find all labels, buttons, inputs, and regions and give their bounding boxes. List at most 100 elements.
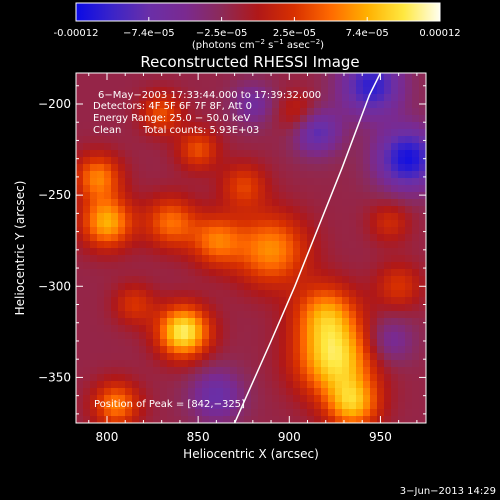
heatmap-cell [104,353,112,361]
heatmap-cell [223,339,231,347]
heatmap-cell [230,269,238,277]
heatmap-cell [377,276,385,284]
heatmap-cell [300,276,308,284]
heatmap-cell [146,311,154,319]
heatmap-cell [307,87,315,95]
heatmap-cell [216,87,224,95]
heatmap-cell [272,136,280,144]
heatmap-cell [139,143,147,151]
heatmap-cell [195,381,203,389]
heatmap-cell [293,402,301,410]
heatmap-cell [363,101,371,109]
heatmap-cell [363,332,371,340]
heatmap-cell [328,262,336,270]
heatmap-cell [272,115,280,123]
heatmap-cell [300,339,308,347]
heatmap-cell [286,248,294,256]
heatmap-cell [174,248,182,256]
heatmap-cell [272,388,280,396]
heatmap-cell [258,101,266,109]
heatmap-cell [195,290,203,298]
heatmap-cell [76,283,84,291]
heatmap-cell [244,262,252,270]
heatmap-cell [279,269,287,277]
heatmap-cell [307,269,315,277]
heatmap-cell [104,241,112,249]
heatmap-cell [202,269,210,277]
heatmap-cell [300,318,308,326]
heatmap-cell [314,108,322,116]
heatmap-cell [307,101,315,109]
heatmap-cell [342,164,350,172]
heatmap-cell [181,164,189,172]
heatmap-cell [419,185,426,193]
heatmap-cell [188,143,196,151]
heatmap-cell [139,416,147,423]
heatmap-cell [363,227,371,235]
heatmap-cell [370,192,378,200]
heatmap-cell [321,325,329,333]
heatmap-cell [230,318,238,326]
heatmap-cell [272,80,280,88]
heatmap-cell [251,318,259,326]
heatmap-cell [286,346,294,354]
heatmap-cell [139,199,147,207]
heatmap-cell [97,255,105,263]
heatmap-cell [384,367,392,375]
heatmap-cell [251,115,259,123]
heatmap-cell [391,73,399,81]
heatmap-cell [293,353,301,361]
heatmap-cell [328,409,336,417]
heatmap-cell [139,262,147,270]
annotation-detectors: Detectors: 4F 5F 6F 7F 8F, Att 0 [93,101,252,112]
heatmap-cell [286,255,294,263]
heatmap-cell [349,367,357,375]
heatmap-cell [314,185,322,193]
heatmap-cell [321,276,329,284]
heatmap-cell [202,381,210,389]
heatmap-cell [370,416,378,423]
y-axis-label: Heliocentric Y (arcsec) [13,181,27,316]
heatmap-cell [132,388,140,396]
heatmap-cell [328,199,336,207]
heatmap-cell [356,199,364,207]
heatmap-cell [230,297,238,305]
heatmap-cell [279,346,287,354]
heatmap-cell [391,276,399,284]
heatmap-cell [118,248,126,256]
heatmap-cell [398,339,406,347]
heatmap-cell [300,73,308,81]
heatmap-cell [160,129,168,137]
heatmap-cell [139,108,147,116]
heatmap-cell [160,325,168,333]
heatmap-cell [384,143,392,151]
heatmap-cell [349,248,357,256]
heatmap-cell [419,192,426,200]
heatmap-cell [83,262,91,270]
heatmap-cell [370,171,378,179]
heatmap-cell [132,416,140,423]
heatmap-cell [125,213,133,221]
heatmap-cell [349,360,357,368]
heatmap-cell [125,73,133,81]
heatmap-cell [139,325,147,333]
heatmap-cell [209,206,217,214]
heatmap-cell [293,178,301,186]
heatmap-cell [167,206,175,214]
heatmap-cell [76,129,84,137]
heatmap-cell [146,255,154,263]
heatmap-cell [363,325,371,333]
heatmap-cell [307,94,315,102]
heatmap-cell [300,227,308,235]
heatmap-cell [118,276,126,284]
heatmap-cell [181,115,189,123]
heatmap-cell [90,374,98,382]
heatmap-cell [321,318,329,326]
heatmap-cell [181,73,189,81]
heatmap-cell [314,304,322,312]
heatmap-cell [111,360,119,368]
heatmap-cell [139,220,147,228]
heatmap-cell [265,262,273,270]
heatmap-cell [216,150,224,158]
heatmap-cell [216,416,224,423]
